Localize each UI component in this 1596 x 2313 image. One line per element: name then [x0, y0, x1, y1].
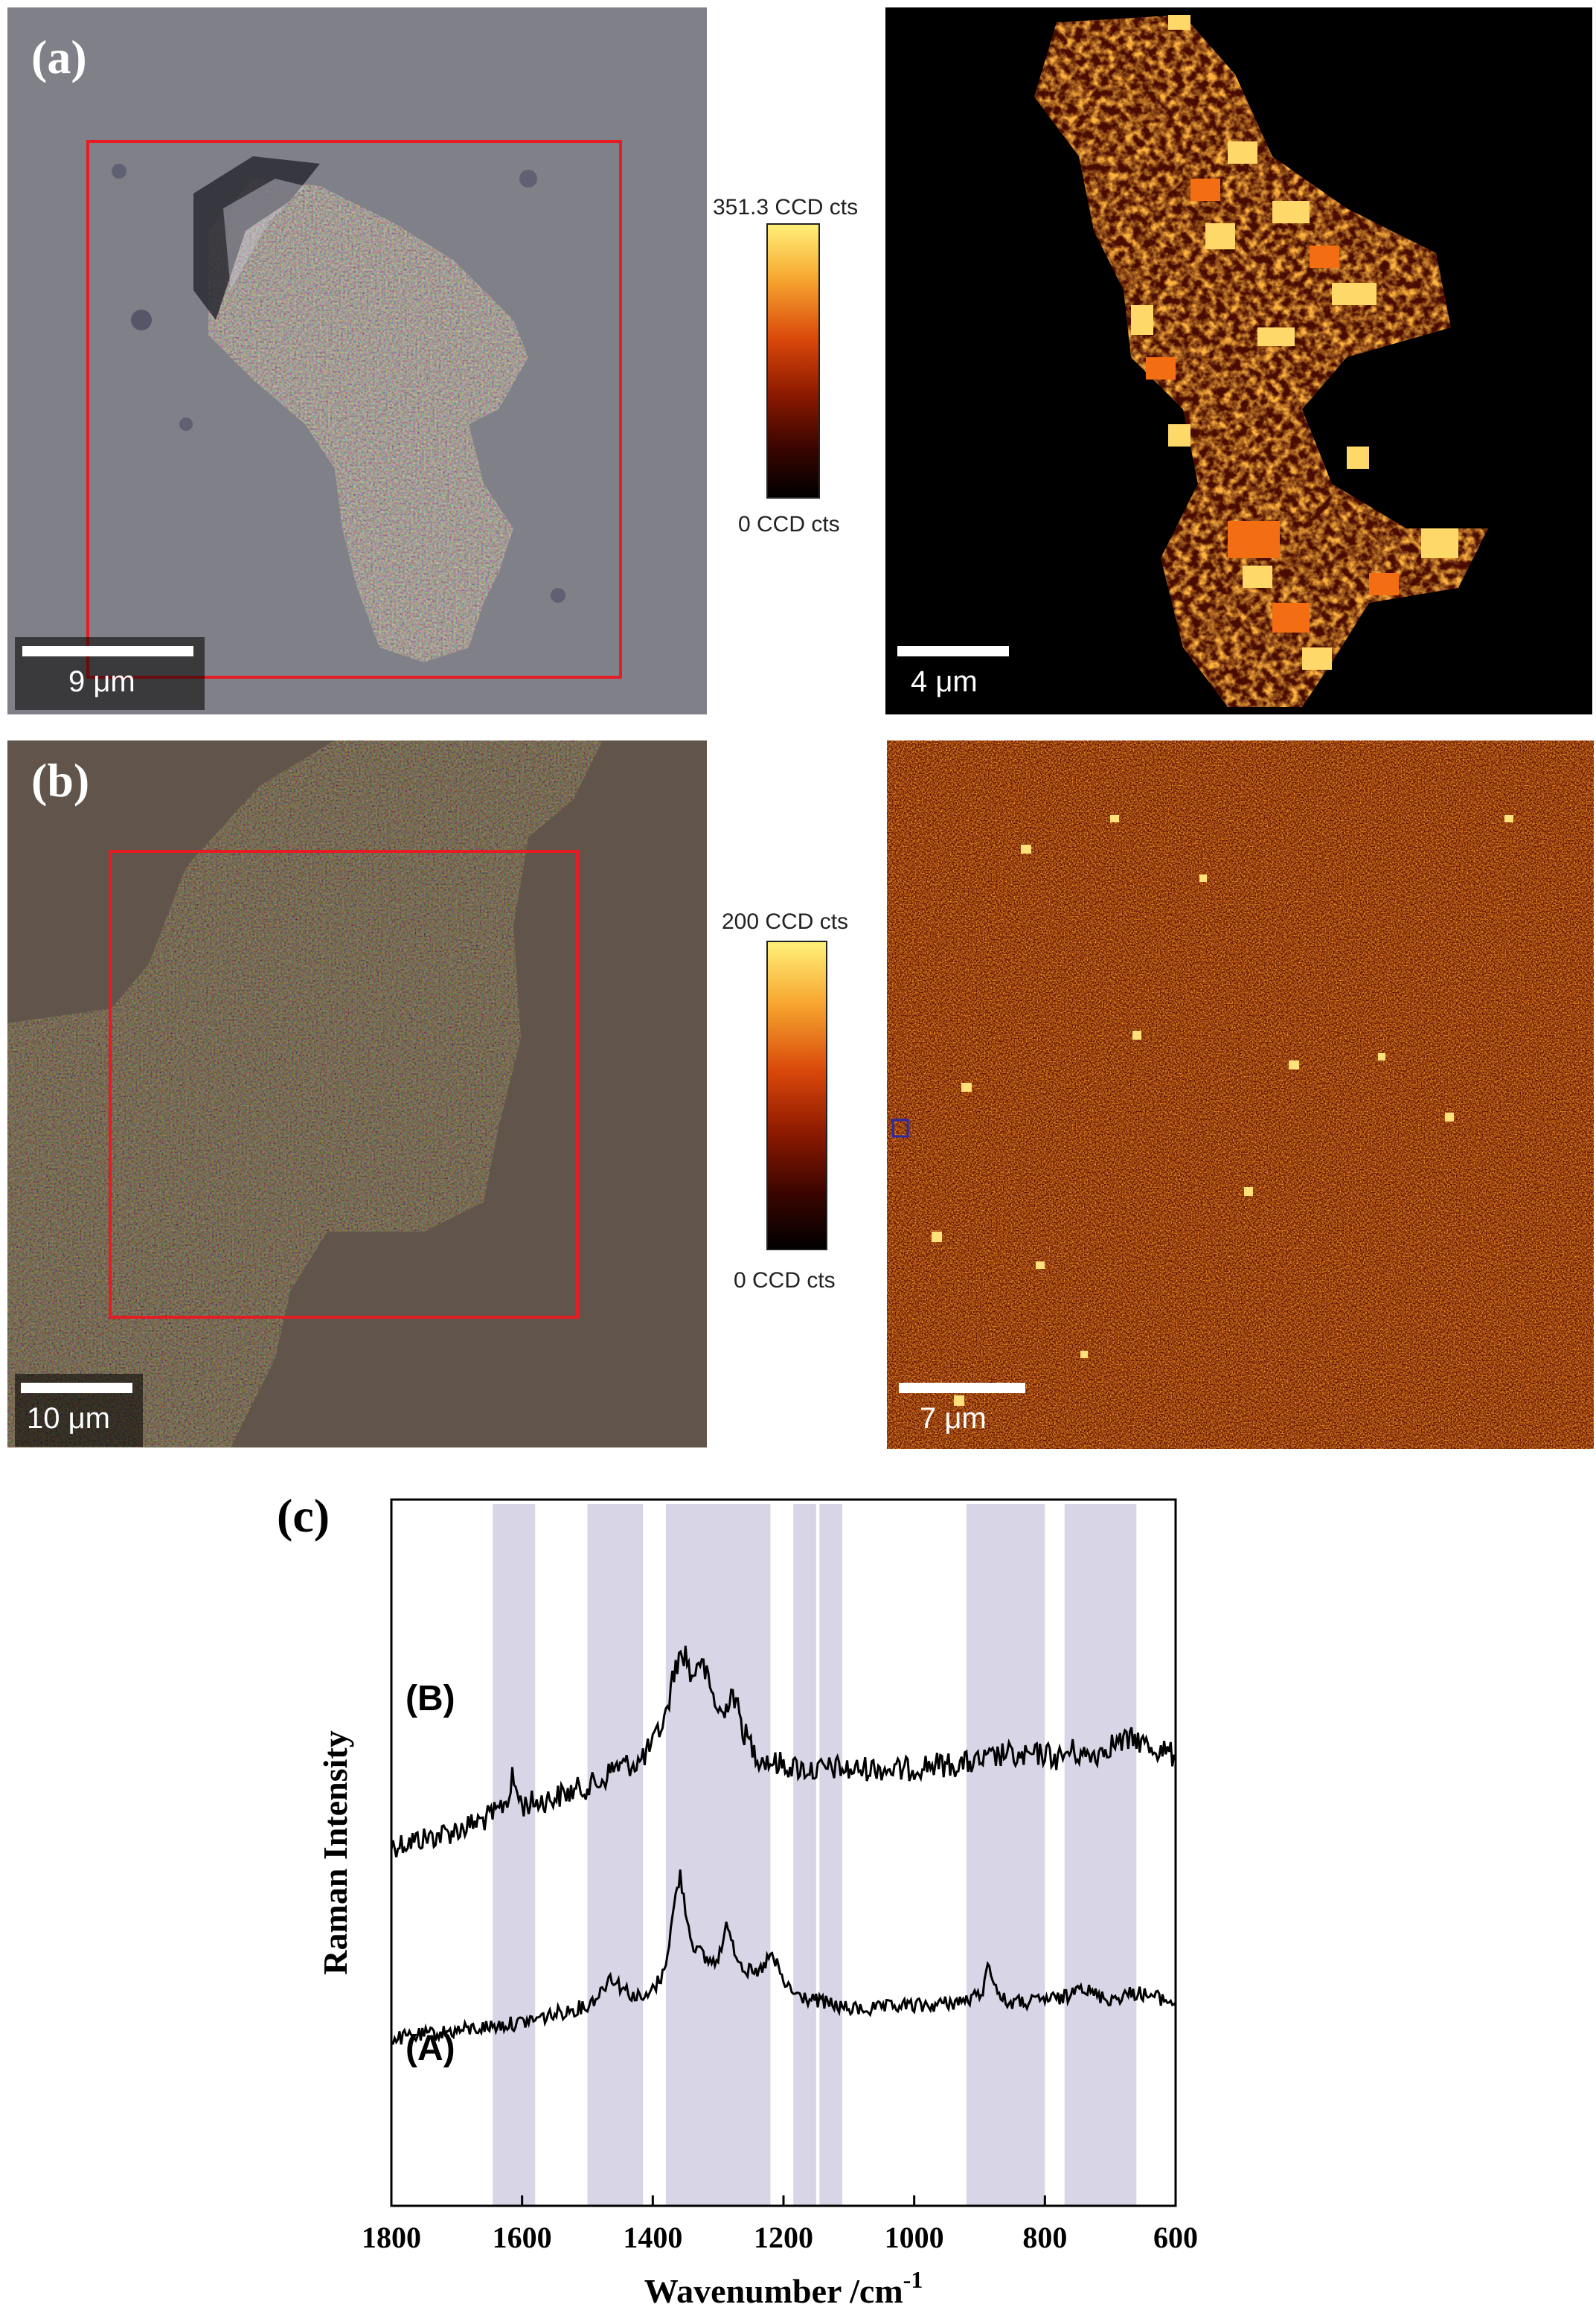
series-label-B: (B)	[406, 1679, 455, 1718]
scale-bar-label: 4 μm	[911, 665, 978, 698]
optical-scale-bar-a: 9 μm	[15, 637, 205, 710]
optical-image-a	[7, 7, 707, 714]
optical-scale-bar-b: 10 μm	[15, 1374, 143, 1447]
colorbar-max-label-b: 200 CCD cts	[722, 909, 849, 934]
x-axis-label-main: Wavenumber /cm	[644, 2272, 903, 2310]
raman-map-b	[887, 740, 1594, 1449]
highlight-band-1	[493, 1504, 536, 2206]
panel-label-b: (b)	[31, 754, 90, 807]
panel-label-c: (c)	[277, 1489, 330, 1542]
highlight-band-4	[793, 1504, 816, 2206]
series-label-A: (A)	[406, 2029, 455, 2068]
panel-label-a: (a)	[31, 31, 87, 83]
raman-scale-bar-b: 7 μm	[893, 1374, 1042, 1447]
colorbar-a	[766, 223, 820, 499]
colorbar-max-label-a: 351.3 CCD cts	[713, 195, 859, 220]
series-line-B	[390, 1645, 1176, 1858]
x-tick-label: 1600	[493, 2221, 552, 2254]
scale-bar-label: 7 μm	[920, 1402, 987, 1435]
highlight-band-7	[1064, 1504, 1137, 2206]
x-tick-label: 1400	[623, 2221, 682, 2254]
colorbar-min-label-a: 0 CCD cts	[738, 512, 840, 537]
colorbar-min-label-b: 0 CCD cts	[734, 1268, 836, 1293]
raman-scale-bar-a: 4 μm	[890, 637, 1028, 710]
scan-region-box	[109, 850, 579, 1319]
x-axis-ticks: 1800 1600 1400 1200 1000 800 600	[362, 2195, 1198, 2254]
spectrum-series: (B) (A)	[390, 1645, 1177, 2068]
y-axis-label: Raman Intensity	[316, 1730, 354, 1974]
scan-region-box	[86, 140, 622, 679]
raman-map-a	[885, 7, 1592, 714]
highlight-band-2	[587, 1504, 644, 2206]
highlight-bands	[493, 1504, 1137, 2206]
raman-spectrum-chart: (B) (A) 1800 1600 1400 1200 1000 800 600 Raman …	[0, 1459, 1596, 2313]
scale-bar-label: 10 μm	[27, 1402, 110, 1435]
series-line-A	[391, 1869, 1177, 2045]
x-tick-label: 800	[1022, 2221, 1067, 2254]
x-tick-label: 600	[1153, 2221, 1198, 2254]
highlight-band-3	[665, 1504, 771, 2206]
x-tick-label: 1000	[885, 2221, 944, 2254]
x-tick-label: 1800	[362, 2221, 421, 2254]
scale-bar-label: 9 μm	[68, 665, 135, 698]
colorbar-b	[766, 941, 827, 1250]
x-axis-label-superscript: -1	[903, 2266, 923, 2293]
optical-image-b	[7, 740, 707, 1447]
highlight-band-6	[966, 1504, 1045, 2206]
x-tick-label: 1200	[754, 2221, 813, 2254]
highlight-band-5	[819, 1504, 843, 2206]
x-axis-label: Wavenumber /cm-1	[644, 2266, 923, 2310]
